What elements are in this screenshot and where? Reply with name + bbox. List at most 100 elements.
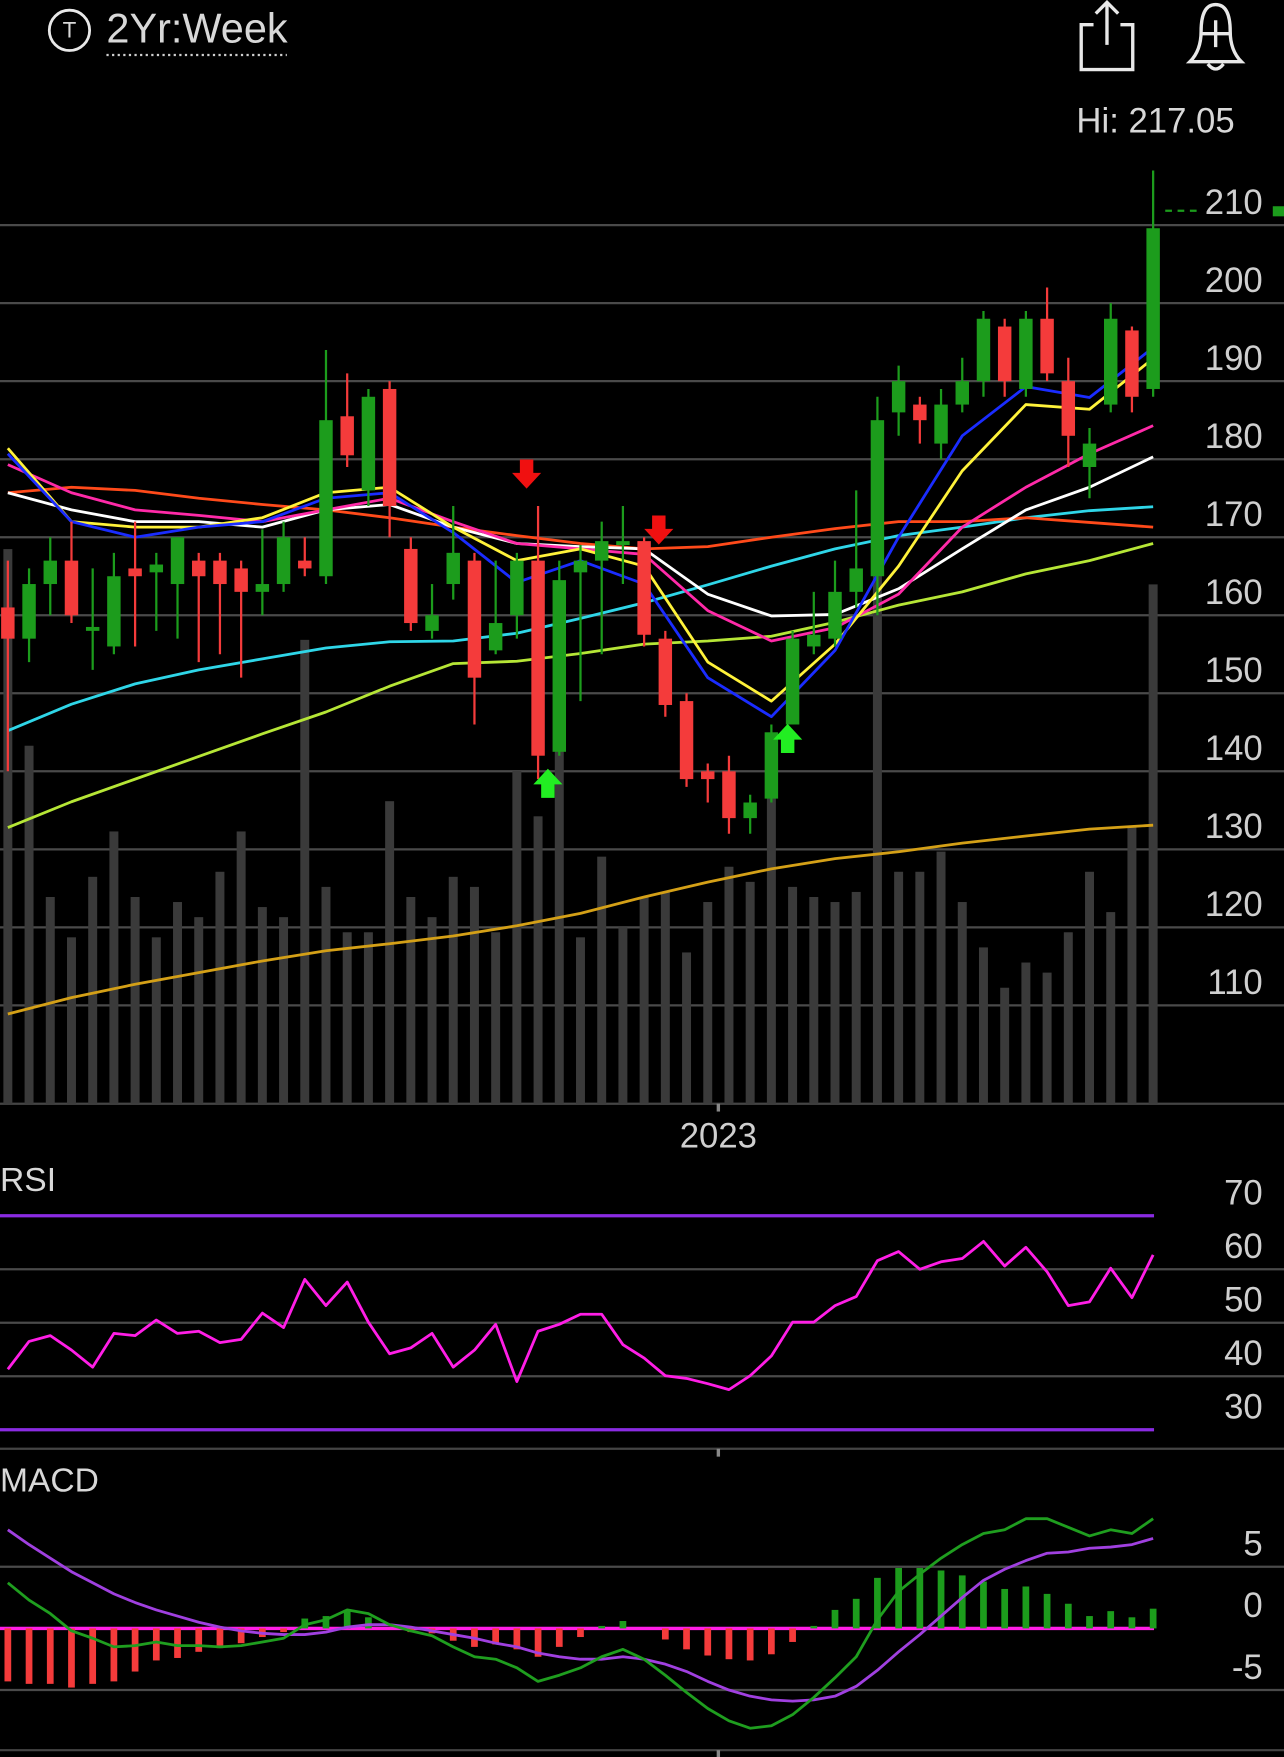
histogram-bar [1149,1608,1157,1629]
candle-body [170,537,185,585]
volume-bar [194,917,204,1104]
volume-bar [894,871,904,1104]
volume-bar [576,937,585,1104]
volume-bar [427,917,437,1104]
histogram-bar [110,1628,118,1682]
histogram-bar [280,1628,287,1633]
rsi-line [6,1240,1155,1392]
sell-arrow [644,515,674,545]
share-icon-box [1079,23,1135,72]
last-price-marker [1272,206,1284,217]
volume-bar [660,891,670,1104]
histogram-bar [895,1568,902,1629]
candle-body [85,626,100,631]
histogram-bar [237,1628,245,1644]
y-tick-label: 70 [1224,1175,1263,1213]
y-tick-label: 190 [1205,340,1263,378]
candle-body [1,607,15,639]
macd-title: MACD [0,1462,99,1499]
histogram-bar [1022,1586,1030,1629]
candle-body [913,404,927,421]
histogram-bar [492,1628,500,1645]
candle-body [1061,381,1076,436]
range-selector[interactable]: T 2Yr:Week [47,5,288,57]
histogram-bar [980,1581,987,1629]
histogram-bar [810,1625,818,1629]
volume-bar [1106,912,1116,1104]
symbol-icon [47,8,92,52]
volume-bar [872,513,882,1104]
histogram-bar [1107,1611,1115,1629]
histogram-bar [131,1628,139,1672]
volume-bar [151,937,161,1104]
volume-bar [1085,871,1094,1104]
buy-arrow [533,768,563,798]
volume-bar [533,816,543,1104]
candle-body [594,541,609,561]
x-tick-label: 2023 [680,1117,757,1155]
candle-body [149,564,164,573]
y-tick-label: 130 [1205,808,1263,846]
histogram-bar [768,1628,775,1655]
candle-body [107,576,121,647]
candle-body [446,552,460,585]
histogram-bar [789,1628,796,1642]
histogram-bar [619,1621,627,1629]
volume-bar [342,932,352,1104]
range-label: 2Yr:Week [106,5,287,52]
candle-body [488,623,503,651]
histogram-bar [46,1628,54,1684]
y-tick-label: 180 [1205,418,1263,456]
candle-body [510,560,524,616]
volume-bar [173,902,183,1104]
price-panel: 110 120 130 140 150 160 170 180 190 200 210 2023 [0,170,1284,1757]
candle-body [722,771,736,819]
volume-bar [639,896,649,1104]
signal-arrows [512,459,803,798]
volume-bar [1042,972,1052,1104]
candle-body [1103,318,1118,405]
histogram-bar [4,1628,12,1682]
volume-bar [554,685,564,1104]
histogram-bar [513,1628,521,1650]
histogram-bar [1064,1603,1072,1629]
bell-icon [1185,2,1246,64]
volume-bar [257,907,267,1104]
volume-bar [406,896,416,1104]
candle-body [340,416,354,456]
histogram-bar [598,1625,606,1629]
volume-bars [3,513,1158,1104]
y-tick-label: 50 [1224,1282,1263,1320]
candle-body [22,584,36,639]
candle-body [255,584,270,592]
candle-body [1040,318,1054,374]
y-tick-label: 0 [1243,1587,1262,1625]
histogram-bar [1128,1617,1136,1629]
buy-arrow [773,723,803,754]
histogram-bar [322,1616,330,1629]
volume-bar [830,902,840,1104]
y-tick-label: 5 [1243,1526,1262,1564]
volume-bar [130,896,140,1104]
histogram-bar [152,1628,160,1661]
histogram-bar [874,1577,881,1629]
rsi-title: RSI [0,1162,56,1199]
candle-body [679,701,694,780]
share-icon-arrow [1094,0,1120,45]
alert-button[interactable] [1185,2,1246,71]
symbol-icon-letter: T [63,17,77,42]
histogram-bar [746,1628,754,1661]
candle-body [976,318,991,382]
candle-body [404,548,418,624]
candle-body [1082,443,1097,467]
histogram-bar [365,1617,372,1629]
volume-bar [448,876,458,1104]
moving-average-line [7,485,1154,551]
candle-body [43,560,57,585]
histogram-bar [68,1628,75,1688]
histogram-bar [555,1628,563,1647]
y-tick-label: -5 [1232,1649,1263,1687]
volume-bar [766,791,776,1104]
share-button[interactable] [1079,0,1135,72]
